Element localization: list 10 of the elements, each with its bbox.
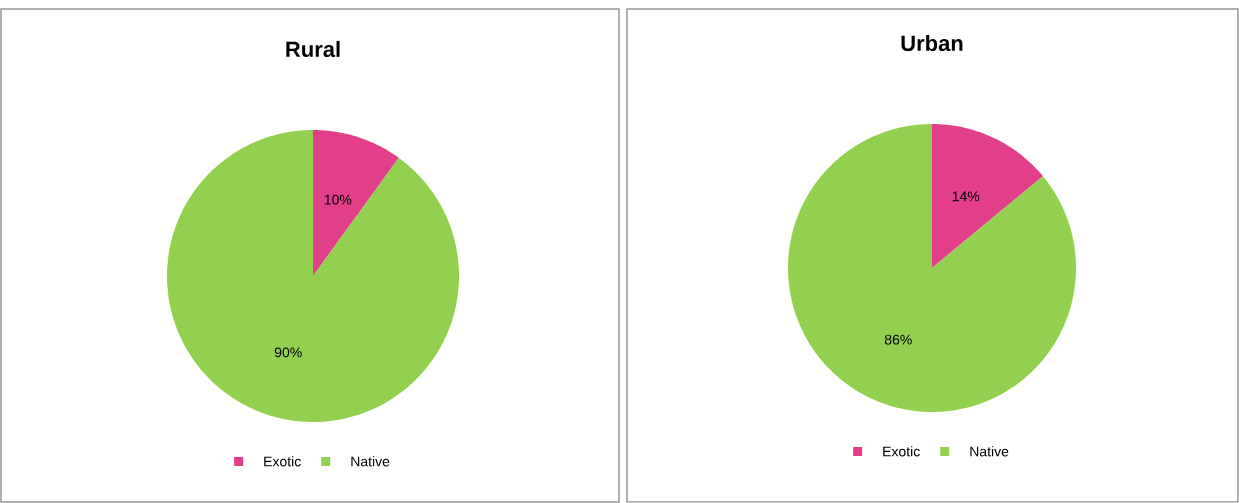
legend-label: Native	[351, 456, 390, 467]
legend-label: Exotic	[264, 456, 301, 467]
legend-label: Native	[970, 446, 1009, 457]
data-label: 90%	[274, 347, 302, 358]
data-label: 10%	[324, 194, 352, 205]
data-label: 86%	[884, 334, 912, 345]
data-label: 14%	[952, 191, 980, 202]
legend-label: Exotic	[883, 446, 920, 457]
chart-title: Urban	[901, 34, 963, 52]
chart-title: Rural	[286, 40, 340, 58]
